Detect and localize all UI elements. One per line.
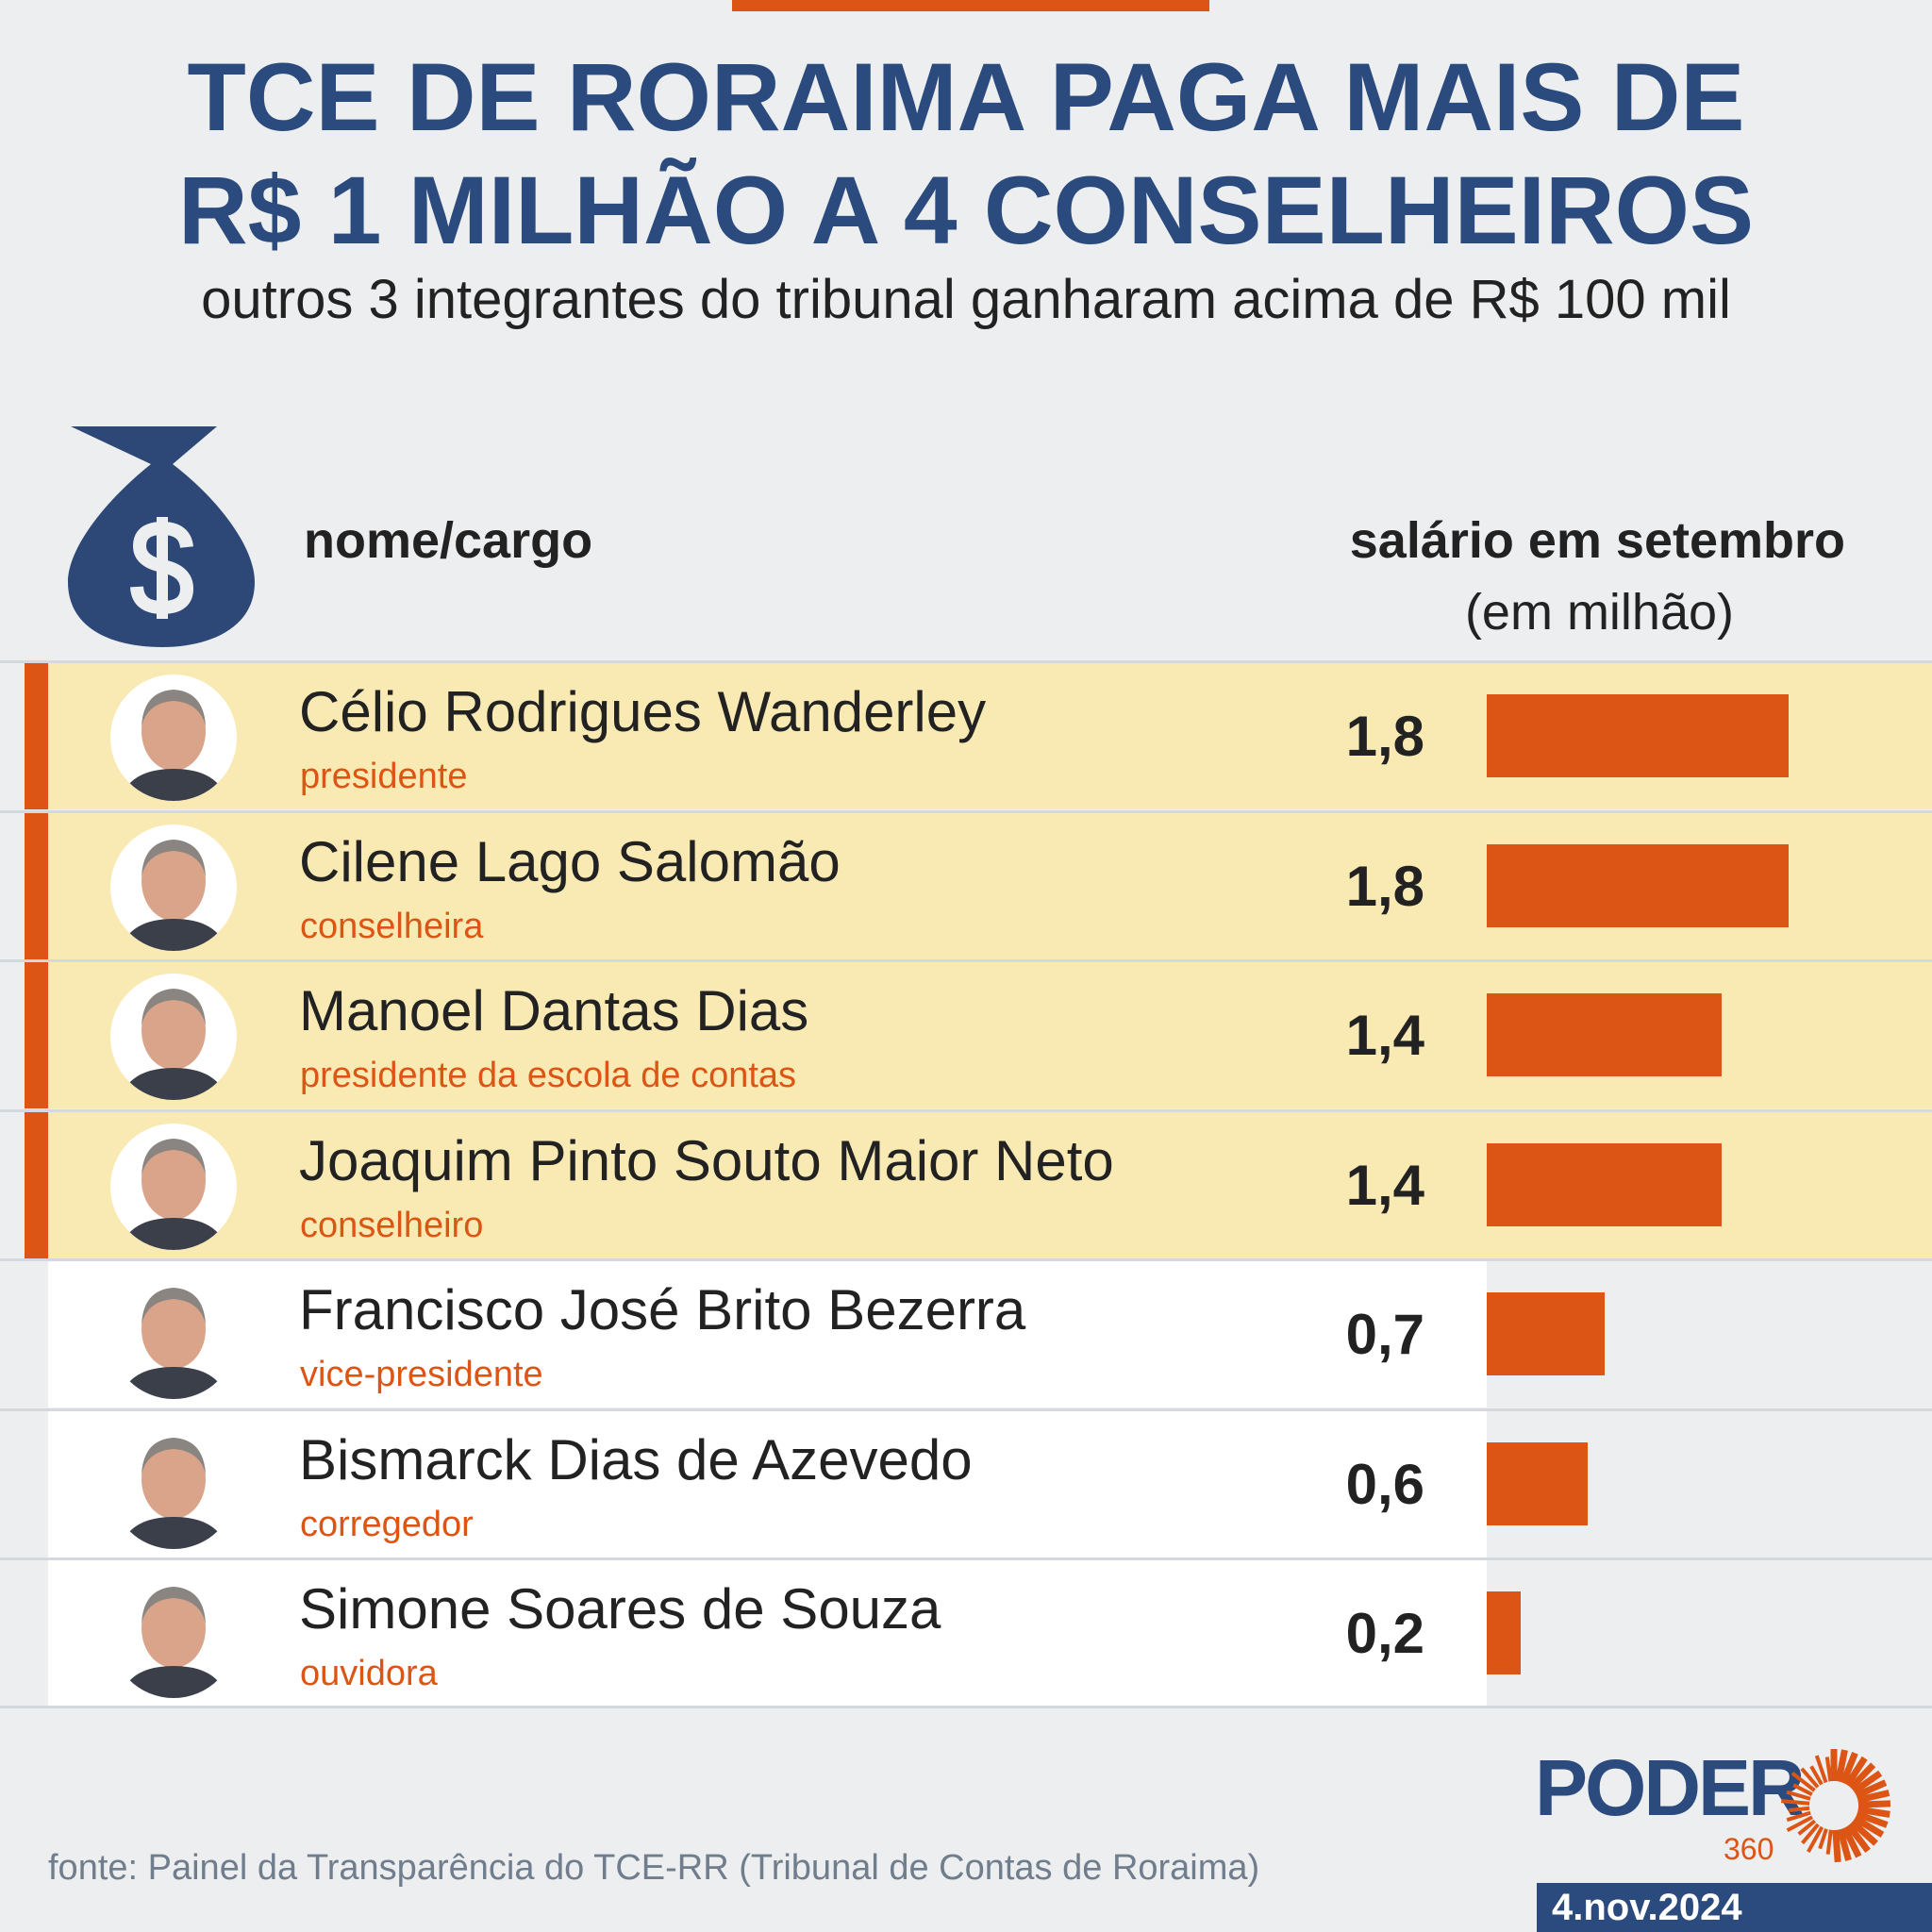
logo-ray [1837,1828,1852,1861]
member-role: conselheira [300,906,484,946]
member-role: presidente [300,757,468,796]
member-name: Bismarck Dias de Azevedo [299,1427,973,1491]
table-divider [0,1706,1932,1708]
logo-ray [1849,1819,1878,1846]
poder360-logo: PODER 360 [1535,1747,1893,1870]
salary-bar [1487,843,1790,927]
logo-ray [1853,1815,1885,1838]
salary-value: 0,2 [1345,1602,1424,1665]
logo-ray [1835,1749,1848,1783]
logo-ray [1786,1815,1813,1833]
row-background [48,1560,1487,1707]
salary-bar [1487,1142,1723,1226]
logo-ray [1792,1783,1813,1796]
logo-ray [1818,1828,1828,1850]
logo-ray [1841,1825,1862,1858]
member-role: vice-presidente [300,1355,543,1394]
logo-number: 360 [1724,1832,1774,1866]
page-title-line-2: R$ 1 MILHÃO A 4 CONSELHEIROS [177,157,1754,264]
logo-ray [1790,1771,1816,1792]
logo-ray [1857,1800,1891,1808]
logo-ray [1848,1762,1876,1790]
member-name: Célio Rodrigues Wanderley [299,680,987,743]
logo-ray [1857,1790,1890,1804]
salary-value: 0,6 [1345,1452,1424,1516]
column-header-name: nome/cargo [304,512,593,569]
table-row: Cilene Lago Salomão conselheira 1,8 [0,809,1932,959]
member-role: ouvidora [300,1654,438,1693]
salary-bar [1487,1292,1605,1375]
logo-sun-icon [1781,1749,1891,1863]
logo-ray [1814,1755,1828,1784]
salary-value: 1,8 [1345,854,1424,918]
member-name: Manoel Dantas Dias [299,979,809,1042]
column-header-salary: salário em setembro [1349,512,1845,569]
salary-bar [1487,993,1723,1076]
salary-value: 1,4 [1345,1004,1424,1067]
logo-ray [1807,1825,1824,1853]
member-name: Cilene Lago Salomão [299,829,841,893]
table-row: Simone Soares de Souza ouvidora 0,2 [0,1557,1932,1707]
page-subtitle: outros 3 integrantes do tribunal ganhara… [201,269,1731,330]
money-bag-icon [68,426,255,647]
avatar [110,1123,237,1250]
table-row: Célio Rodrigues Wanderley presidente 1,8 [0,660,1932,809]
salary-value: 0,7 [1345,1303,1424,1366]
logo-ray [1844,1756,1868,1788]
logo-ray [1797,1819,1817,1836]
member-role: conselheiro [300,1205,484,1245]
highlight-marker [25,962,48,1108]
logo-ray [1786,1810,1811,1823]
member-role: presidente da escola de contas [300,1056,797,1095]
salary-value: 1,8 [1345,705,1424,768]
table-row: Manoel Dantas Dias presidente da escola d… [0,959,1932,1108]
logo-ray [1801,1823,1820,1845]
salary-bar [1487,1591,1521,1674]
table-row: Francisco José Brito Bezerra vice-preside… [0,1258,1932,1407]
logo-ray [1825,1829,1833,1855]
source-note: fonte: Painel da Transparência do TCE-RR… [48,1848,1260,1888]
avatar [110,1572,237,1698]
logo-ray [1781,1799,1810,1806]
salary-bar [1487,694,1790,777]
logo-ray [1840,1752,1858,1785]
logo-ray [1800,1767,1820,1789]
logo-text: PODER [1535,1743,1806,1832]
row-background [48,1261,1487,1407]
row-background [48,1410,1487,1557]
avatar [110,974,237,1100]
member-name: Simone Soares de Souza [299,1577,941,1641]
logo-ray [1789,1806,1810,1813]
logo-ray [1845,1823,1871,1854]
publication-date: 4.nov.2024 [1537,1883,1932,1932]
member-name: Francisco José Brito Bezerra [299,1278,1026,1341]
salary-value: 1,4 [1345,1153,1424,1217]
table-row: Bismarck Dias de Azevedo corregedor 0,6 [0,1407,1932,1557]
avatar [110,824,237,951]
salary-bar [1487,1441,1588,1525]
table-row: Joaquim Pinto Souto Maior Neto conselheir… [0,1108,1932,1258]
logo-ray [1857,1806,1890,1818]
highlight-marker [25,1111,48,1258]
highlight-marker [25,663,48,809]
logo-ray [1852,1770,1883,1794]
avatar [110,1273,237,1399]
top-accent-bar [732,0,1209,11]
logo-ray [1856,1810,1889,1828]
member-name: Joaquim Pinto Souto Maior Neto [299,1128,1114,1192]
logo-ray [1786,1790,1811,1801]
avatar [110,675,237,801]
avatar [110,1422,237,1549]
page-title-line-1: TCE DE RORAIMA PAGA MAIS DE [187,43,1745,151]
logo-ray [1832,1829,1841,1863]
member-role: corregedor [300,1504,474,1544]
column-header-unit: (em milhão) [1464,584,1734,641]
logo-ray [1824,1757,1833,1782]
logo-ray [1855,1779,1888,1799]
logo-ray [1809,1765,1824,1786]
highlight-marker [25,812,48,959]
